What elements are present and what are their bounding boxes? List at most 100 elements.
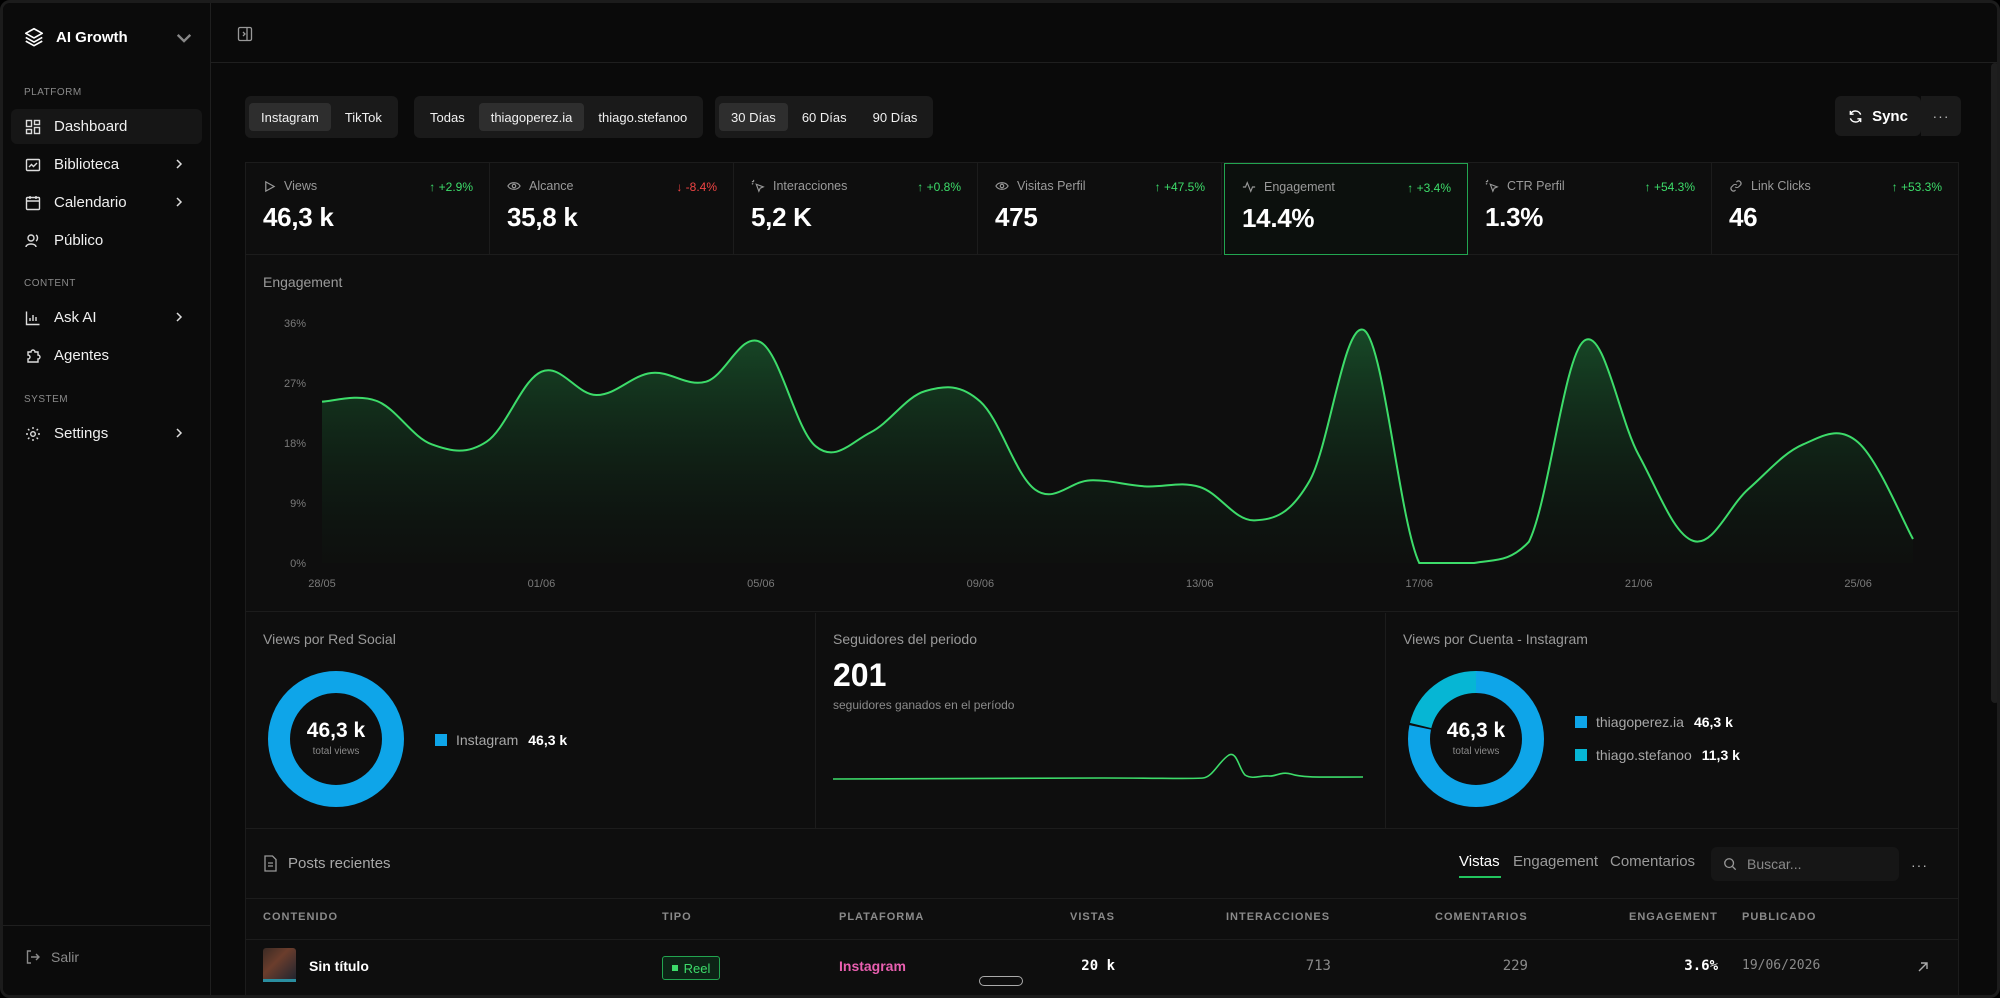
data-point-23-06[interactable] (1742, 483, 1754, 495)
kpi-card-engagement[interactable]: Engagement ↑ +3.4% 14.4% (1224, 163, 1468, 255)
donut-total: 46,3 k (306, 719, 366, 742)
account-option-thiagoperez[interactable]: thiagoperez.ia (478, 103, 585, 131)
search-input[interactable] (1747, 856, 1887, 872)
donut-slice-thiagostefanoo (1408, 671, 1544, 807)
kpi-card-link-clicks[interactable]: Link Clicks ↑ +53.3% 46 (1712, 163, 1958, 255)
account-option-todas[interactable]: Todas (430, 109, 465, 125)
data-point-26-06[interactable] (1907, 533, 1919, 545)
range-option-60[interactable]: 60 Días (801, 109, 847, 125)
account-selector: Todas thiagoperez.ia thiago.stefanoo (414, 96, 704, 138)
users-icon (25, 233, 41, 249)
donut-slice-instagram (268, 671, 404, 807)
sidebar-item-ask-ai[interactable]: Ask AI (11, 300, 202, 335)
sidebar-item-biblioteca[interactable]: Biblioteca (11, 147, 202, 182)
data-point-04-06[interactable] (700, 376, 712, 388)
data-point-31-05[interactable] (481, 436, 493, 448)
topbar (211, 3, 1997, 63)
home-indicator (979, 976, 1023, 986)
data-point-11-06[interactable] (1084, 474, 1096, 486)
tab-vistas[interactable]: Vistas (1459, 853, 1500, 870)
data-point-05-06[interactable] (755, 336, 767, 348)
chevron-right-icon (176, 159, 183, 169)
kpi-delta: ↑ +0.8% (917, 180, 961, 194)
data-point-10-06[interactable] (1029, 484, 1041, 496)
account-option-thiagostefanoo[interactable]: thiago.stefanoo (598, 109, 688, 125)
data-point-07-06[interactable] (865, 426, 877, 438)
data-point-22-06[interactable] (1688, 535, 1700, 547)
open-external-icon[interactable] (1917, 961, 1929, 973)
data-point-19-06[interactable] (1523, 536, 1535, 548)
kpi-value: 14.4% (1242, 203, 1315, 233)
section-divider (246, 611, 1958, 612)
sidebar-item-label: Ask AI (54, 309, 97, 326)
data-point-21-06[interactable] (1633, 449, 1645, 461)
data-point-29-05[interactable] (371, 395, 383, 407)
platform-option-tiktok[interactable]: TikTok (344, 109, 382, 125)
data-point-18-06[interactable] (1468, 557, 1480, 569)
sync-button[interactable]: Sync (1835, 96, 1921, 136)
column-header-tipo: TIPO (662, 911, 692, 923)
chevron-down-icon (176, 34, 192, 43)
y-tick-label: 18% (284, 438, 306, 450)
card-title: Views por Cuenta - Instagram (1403, 631, 1588, 647)
data-point-30-05[interactable] (426, 438, 438, 450)
engagement-area (322, 329, 1913, 563)
kpi-label: Interacciones (773, 179, 848, 193)
legend-value: 46,3 k (1693, 714, 1733, 730)
data-point-25-06[interactable] (1852, 436, 1864, 448)
logout-button[interactable]: Salir (25, 949, 79, 965)
data-point-16-06[interactable] (1358, 324, 1370, 336)
kpi-delta: ↑ +2.9% (429, 180, 473, 194)
data-point-06-06[interactable] (810, 440, 822, 452)
dashboard-panel (245, 162, 1959, 995)
kpi-value: 475 (995, 202, 1038, 232)
tab-engagement[interactable]: Engagement (1513, 853, 1599, 870)
data-point-14-06[interactable] (1249, 514, 1261, 526)
data-point-13-06[interactable] (1194, 481, 1206, 493)
data-point-15-06[interactable] (1304, 475, 1316, 487)
y-tick-label: 0% (290, 558, 306, 570)
sidebar-item-publico[interactable]: Público (11, 223, 202, 258)
legend-value: 11,3 k (1701, 747, 1740, 763)
x-tick-label: 13/06 (1186, 578, 1214, 590)
donut-center: 46,3 k total views (1406, 719, 1546, 757)
data-point-08-06[interactable] (919, 385, 931, 397)
kpi-card-ctr-perfil[interactable]: CTR Perfil ↑ +54.3% 1.3% (1468, 163, 1712, 255)
data-point-28-05[interactable] (316, 396, 328, 408)
kpi-card-interacciones[interactable]: Interacciones ↑ +0.8% 5,2 K (734, 163, 978, 255)
sidebar-toggle-icon[interactable] (237, 26, 253, 42)
data-point-12-06[interactable] (1139, 480, 1151, 492)
sidebar-item-settings[interactable]: Settings (11, 416, 202, 451)
data-point-09-06[interactable] (974, 396, 986, 408)
tab-comentarios[interactable]: Comentarios (1610, 853, 1696, 870)
data-point-24-06[interactable] (1797, 438, 1809, 450)
card-title: Seguidores del periodo (833, 631, 977, 647)
data-point-02-06[interactable] (590, 389, 602, 401)
platform-selector: Instagram TikTok (245, 96, 398, 138)
posts-more-button[interactable]: ··· (1911, 857, 1928, 873)
data-point-01-06[interactable] (535, 366, 547, 378)
range-option-90[interactable]: 90 Días (872, 109, 918, 125)
kpi-label: Views (284, 179, 318, 193)
x-tick-label: 05/06 (747, 578, 775, 590)
workspace-switcher[interactable]: AI Growth (23, 23, 195, 51)
scrollbar[interactable] (1991, 63, 1997, 703)
range-option-30[interactable]: 30 Días (719, 103, 788, 131)
data-point-17-06[interactable] (1413, 557, 1425, 569)
sidebar-item-agentes[interactable]: Agentes (11, 338, 202, 373)
column-header-comentarios: COMENTARIOS (1435, 911, 1528, 923)
sidebar-item-calendario[interactable]: Calendario (11, 185, 202, 220)
kpi-card-views[interactable]: Views ↑ +2.9% 46,3 k (246, 163, 490, 255)
data-point-20-06[interactable] (1578, 335, 1590, 347)
kpi-card-visitas-perfil[interactable]: Visitas Perfil ↑ +47.5% 475 (978, 163, 1222, 255)
platform-option-instagram[interactable]: Instagram (249, 103, 331, 131)
data-point-03-06[interactable] (645, 367, 657, 379)
kpi-card-alcance[interactable]: Alcance ↓ -8.4% 35,8 k (490, 163, 734, 255)
followers-sparkline (833, 753, 1363, 780)
more-options-button[interactable]: ··· (1921, 96, 1961, 136)
card-views-red-social: Views por Red Social 46,3 k total views … (246, 613, 816, 828)
sidebar-item-dashboard[interactable]: Dashboard (11, 109, 202, 144)
section-label-content: CONTENT (24, 278, 76, 289)
search-icon (1724, 858, 1737, 871)
